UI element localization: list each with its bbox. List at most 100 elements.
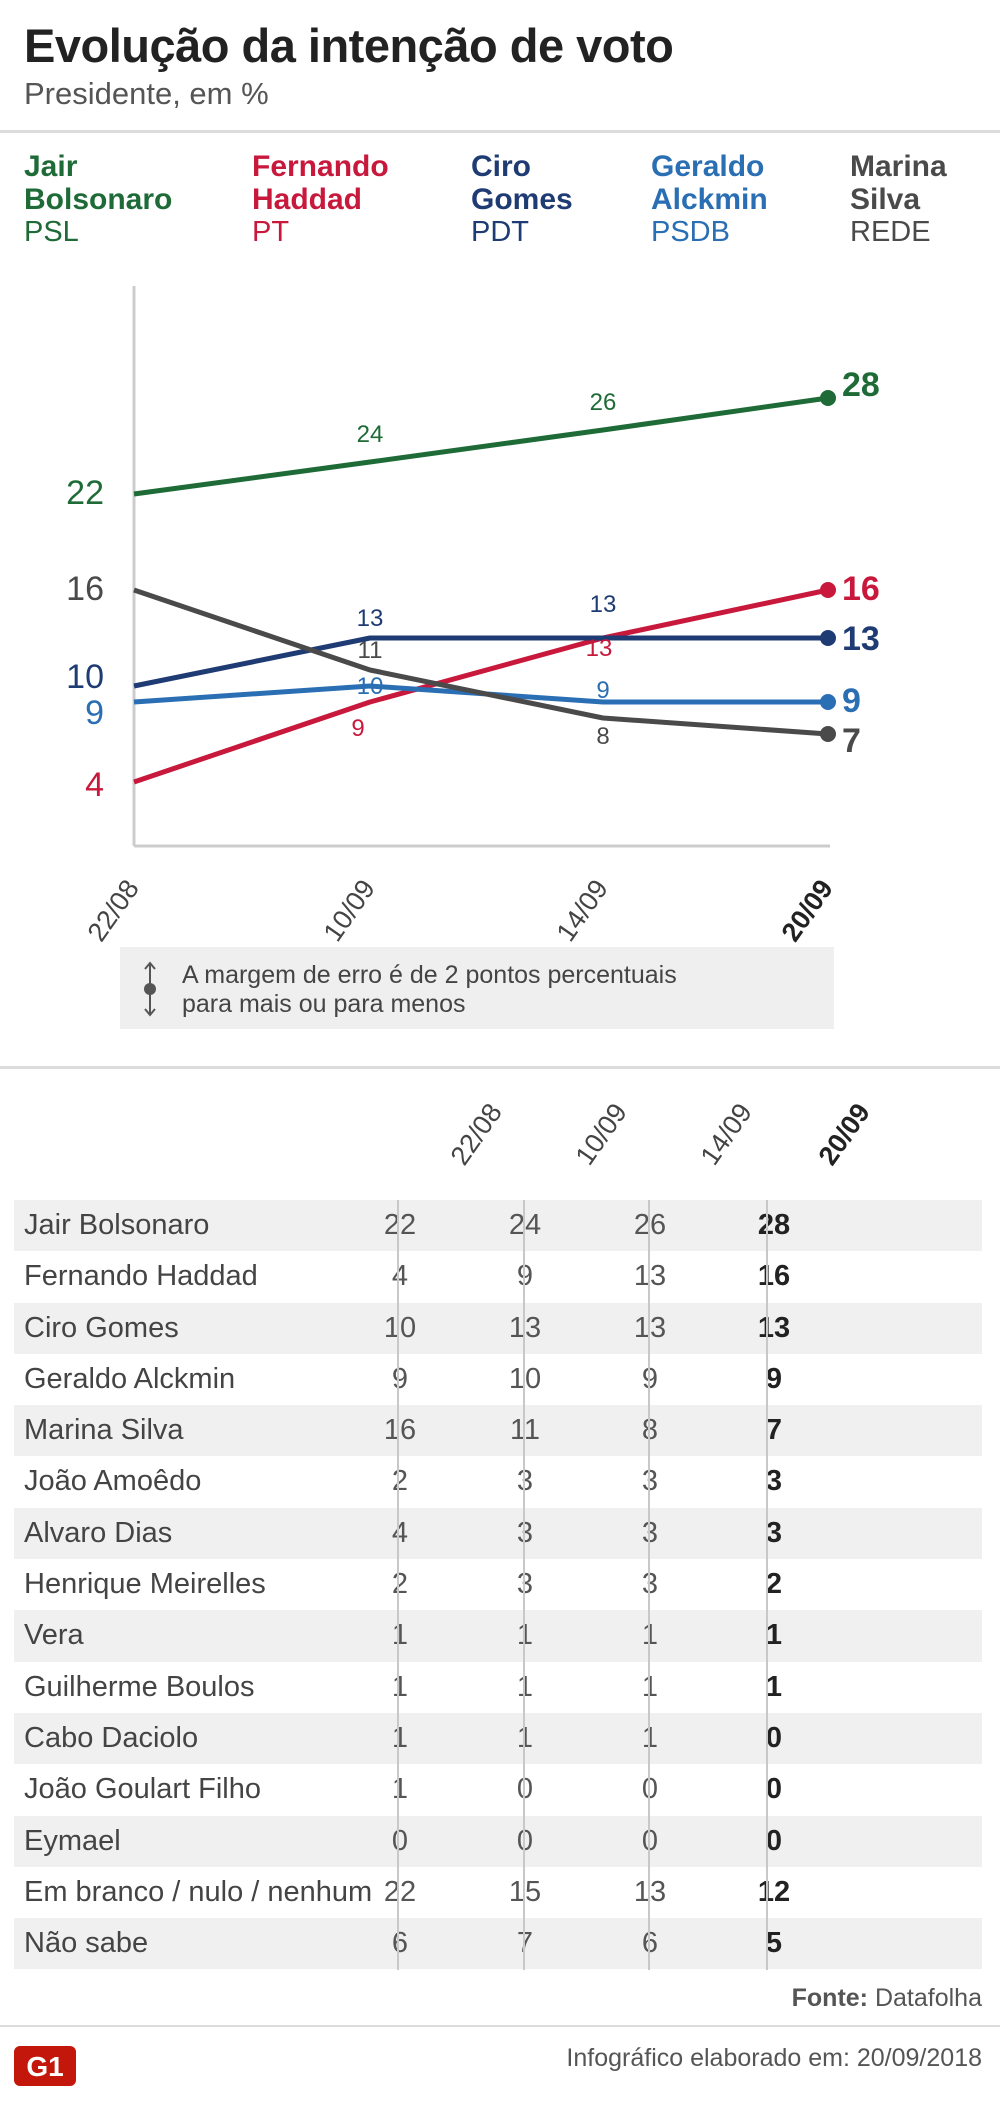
poll-table: Jair Bolsonaro22242628Fernando Haddad491…: [14, 1200, 982, 1970]
row-candidate-name: João Goulart Filho: [24, 1773, 261, 1806]
legend-name-line1: Fernando: [252, 150, 389, 183]
table-row: Geraldo Alckmin91099: [14, 1354, 982, 1405]
page-subtitle: Presidente, em %: [24, 76, 269, 111]
legend-item-marina: Marina Silva REDE: [850, 150, 1000, 249]
series-end-marker-jair-bolsonaro: [820, 390, 836, 406]
row-value-14-09: 6: [590, 1918, 710, 1969]
table-column-divider: [523, 1200, 525, 1970]
row-value-10-09: 1: [465, 1713, 585, 1764]
table-row: Não sabe6765: [14, 1918, 982, 1970]
table-row: Alvaro Dias4333: [14, 1507, 982, 1560]
data-label-marina-silva-3: 7: [842, 722, 861, 760]
row-value-20-09: 0: [765, 1773, 783, 1806]
row-candidate-name: Ciro Gomes: [24, 1311, 179, 1344]
row-value-20-09: 13: [757, 1311, 791, 1344]
x-tick-layer: 22/08 10/09 14/09 20/09: [82, 874, 839, 947]
legend-name-line2: Haddad: [252, 183, 363, 216]
data-label-fernando-haddad-3: 16: [842, 570, 880, 608]
row-value-10-09: 15: [465, 1867, 585, 1918]
table-row: Henrique Meirelles 2 33 2: [14, 1559, 982, 1610]
row-value-22-08: 22: [383, 1209, 417, 1241]
series-line-jair-bolsonaro: [133, 395, 829, 497]
row-value-22-08: 10: [383, 1311, 417, 1344]
data-label-jair-bolsonaro-1: 24: [357, 421, 384, 448]
data-label-fernando-haddad-2: 13: [586, 635, 613, 662]
legend-party: PT: [252, 216, 290, 248]
series-line-ciro-gomes: [133, 635, 828, 689]
legend-party: PSDB: [651, 216, 730, 248]
legend-name-line1: Jair: [24, 150, 78, 183]
source-credit: Fonte: Datafolha: [792, 1984, 982, 2013]
table-column-divider: [766, 1200, 768, 1970]
row-value-22-08: 2: [391, 1465, 409, 1498]
row-candidate-name: Marina Silva: [24, 1414, 184, 1447]
row-candidate-name: Cabo Daciolo: [24, 1721, 199, 1754]
chart-legend: Jair Bolsonaro PSL Fernando Haddad PT Ciro…: [0, 150, 1000, 260]
row-value-10-09: 3: [465, 1559, 585, 1610]
row-value-20-09: 12: [757, 1875, 791, 1908]
row-value-14-09: 1: [590, 1610, 710, 1661]
x-tick-label: 10/09: [318, 874, 381, 947]
data-label-marina-silva-2: 8: [596, 723, 609, 750]
data-label-marina-silva-0: 16: [66, 570, 104, 608]
row-value-20-09: 1: [765, 1619, 783, 1652]
legend-name-line2: Silva: [850, 183, 921, 216]
table-row: João Goulart Filho1000: [14, 1764, 982, 1815]
table-row: Guilherme Boulos1111: [14, 1662, 982, 1713]
table-column-divider: [648, 1200, 650, 1970]
footer-credit: Infográfico elaborado em: 20/09/2018: [566, 2044, 982, 2072]
margin-arrow-icon: [144, 961, 156, 1017]
row-value-14-09: 8: [590, 1405, 710, 1456]
legend-name-line1: Ciro: [471, 150, 531, 183]
row-candidate-name: Vera: [24, 1619, 84, 1652]
series-end-marker-ciro-gomes: [820, 630, 836, 646]
table-row: Vera1111: [14, 1610, 982, 1662]
data-label-ciro-gomes-2: 13: [590, 591, 617, 618]
row-value-22-08: 1: [391, 1721, 409, 1754]
legend-item-alckmin: Geraldo Alckmin PSDB: [651, 150, 851, 249]
note-line-1: A margem de erro é de 2 pontos percentua…: [182, 961, 677, 989]
row-value-20-09: 0: [765, 1824, 783, 1857]
row-value-10-09: 1: [465, 1610, 585, 1661]
legend-party: PDT: [471, 216, 529, 248]
row-value-20-09: 3: [765, 1516, 783, 1549]
header-divider: [0, 130, 1000, 133]
legend-item-ciro: Ciro Gomes PDT: [471, 150, 671, 249]
row-value-10-09: 13: [465, 1303, 585, 1354]
row-value-10-09: 11: [465, 1405, 585, 1456]
row-value-10-09: 10: [465, 1354, 585, 1405]
row-value-20-09: 3: [765, 1465, 783, 1498]
row-value-10-09: 1: [465, 1662, 585, 1713]
legend-name-line2: Alckmin: [651, 183, 768, 216]
legend-party: PSL: [24, 216, 79, 248]
svg-text:G1: G1: [26, 2051, 63, 2082]
data-label-geraldo-alckmin-1: 10: [357, 673, 384, 700]
data-label-geraldo-alckmin-0: 9: [85, 694, 104, 732]
data-label-ciro-gomes-0: 10: [66, 658, 104, 696]
table-col-10-09: 10/09: [569, 1097, 633, 1171]
data-label-geraldo-alckmin-2: 9: [596, 677, 609, 704]
row-candidate-name: Alvaro Dias: [24, 1516, 173, 1549]
row-value-22-08: 4: [391, 1260, 409, 1293]
row-candidate-name: Geraldo Alckmin: [24, 1362, 236, 1395]
row-value-22-08: 0: [391, 1824, 409, 1857]
row-value-10-09: 7: [465, 1918, 585, 1969]
table-header: 22/08 10/09 14/09 20/09: [0, 1097, 1000, 1190]
row-value-14-09: 3: [590, 1456, 710, 1507]
row-candidate-name: Fernando Haddad: [24, 1260, 258, 1293]
row-value-20-09: 16: [757, 1260, 791, 1293]
row-value-14-09: 13: [590, 1251, 710, 1302]
legend-name-line1: Geraldo: [651, 150, 765, 183]
row-value-14-09: 3: [590, 1508, 710, 1559]
row-value-10-09: 24: [465, 1200, 585, 1251]
row-value-22-08: 6: [391, 1927, 409, 1960]
row-value-14-09: 3: [590, 1559, 710, 1610]
note-text: A margem de erro é de 2 pontos percentua…: [182, 961, 677, 1019]
row-value-14-09: 1: [590, 1662, 710, 1713]
x-tick-label: 20/09: [776, 874, 839, 947]
data-label-fernando-haddad-0: 4: [85, 766, 104, 804]
data-label-ciro-gomes-3: 13: [842, 620, 880, 658]
legend-item-bolsonaro: Jair Bolsonaro PSL: [24, 150, 224, 249]
series-line-fernando-haddad: [133, 587, 829, 785]
